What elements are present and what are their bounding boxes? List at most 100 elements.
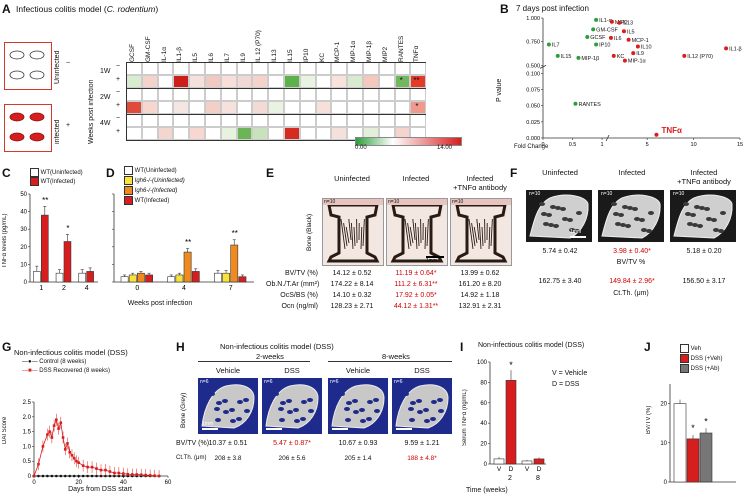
heatmap-cell: [220, 62, 237, 75]
heatmap-separator: [126, 61, 427, 63]
heatmap-column-header: MIP2: [381, 46, 389, 62]
y-tick-label: 1.000: [526, 16, 540, 22]
panel-h-bvtv-value: 5.47 ± 0.87*: [273, 440, 311, 447]
trabecula: [478, 222, 482, 250]
y-tick-label: 0: [28, 474, 32, 480]
scatter-point-label: IL12 (P70): [687, 54, 713, 60]
panel-f-column-header: Infected +TNFα antibody: [677, 168, 731, 186]
legend-swatch: [680, 344, 689, 353]
marrow-space: [430, 417, 436, 421]
control-point: [55, 474, 58, 478]
y-tick-label: 50: [20, 192, 27, 198]
panel-h-n-label: n=6: [200, 379, 209, 385]
marrow-space: [550, 205, 556, 209]
y-tick-label: 0: [484, 462, 488, 468]
dss-point: [117, 471, 121, 475]
dss-point: [139, 473, 143, 477]
scatter-point-label: IL9: [636, 51, 644, 57]
trabecula: [345, 226, 350, 244]
heatmap-cell: [173, 114, 190, 127]
microct-drawing: [601, 194, 661, 239]
marrow-space: [237, 400, 243, 404]
marrow-space: [273, 392, 279, 396]
panel-e: Uninfected Infected Infected +TNFα antibod…: [266, 166, 512, 326]
marrow-space: [543, 222, 549, 226]
dss-point: [77, 461, 80, 464]
scatter-point: [724, 46, 729, 51]
heatmap-cell: [173, 127, 190, 140]
significance-star: **: [185, 238, 191, 247]
bar: [505, 380, 517, 465]
panel-c-legend-infected-label: WT(Infected): [40, 179, 76, 186]
marrow-space: [308, 409, 314, 413]
bar: [521, 460, 533, 465]
heatmap-cell: [284, 114, 300, 127]
panel-f: Uninfected Infected Infected +TNFα antibod…: [510, 166, 747, 316]
panel-c-legend-uninfected-label: WT(Uninfected): [40, 170, 83, 177]
microct-drawing: [529, 194, 589, 239]
heatmap-cell: [236, 88, 253, 101]
y-tick-label: 10: [20, 262, 27, 268]
heatmap-cell: [220, 127, 237, 140]
heatmap-cell: [268, 88, 284, 101]
heatmap-cell: [157, 88, 174, 101]
panel-h-ctth-value: 206 ± 5.6: [278, 455, 306, 462]
marrow-space: [300, 417, 306, 421]
heatmap-column-header: IL1-β: [176, 47, 184, 62]
x-tick-label: 0: [135, 285, 139, 292]
scatter-point: [609, 19, 614, 24]
panel-e-metric-name: BV/TV (%): [284, 270, 318, 277]
marrow-space: [216, 401, 222, 405]
scatter-point-label: IL6: [614, 36, 622, 42]
panel-h-bvtv-value: 10.37 ± 0.51: [208, 440, 248, 447]
y-tick-label: 0.075: [526, 88, 540, 94]
panel-e-column-header: Uninfected: [334, 174, 370, 183]
marrow-space: [222, 399, 228, 403]
dss-point: [37, 462, 40, 466]
scatter-point: [594, 42, 599, 47]
panel-a-title-organism: C. rodentium: [106, 4, 156, 14]
heatmap-week-label: 4W: [100, 120, 111, 127]
marrow-space: [639, 218, 645, 222]
bar: [673, 403, 687, 483]
marrow-space: [243, 398, 249, 402]
marrow-space: [685, 212, 691, 216]
panel-h-bvtv-value: 9.59 ± 1.21: [404, 440, 440, 447]
panel-d-legend-label-1: Igh6-/-(Uninfected): [134, 178, 185, 185]
uninfected-mice-box: [4, 42, 52, 90]
heatmap-cell: [189, 88, 205, 101]
heatmap-week-label: 2W: [100, 94, 111, 101]
panel-g-legend-control: —●— Control (8 weeks): [22, 358, 110, 367]
legend-swatch: [124, 166, 133, 175]
scale-bar: [332, 428, 348, 430]
scatter-point-label: IL1-α: [599, 18, 612, 24]
marrow-space: [574, 229, 580, 233]
scale-bar: [570, 236, 586, 238]
scatter-point: [622, 58, 627, 63]
panel-e-metric-name: Ob.N./T.Ar (mm²): [266, 281, 320, 288]
heatmap-cell: [363, 101, 379, 114]
scale-bar-label: 1mm: [426, 258, 438, 264]
scatter-point: [591, 27, 596, 32]
panel-j-legend-label-2: DSS (+Ab): [690, 366, 720, 373]
panel-h-bvtv-value: 10.67 ± 0.93: [338, 440, 378, 447]
panel-e-metric-value: 17.92 ± 0.05*: [395, 292, 437, 299]
marrow-space: [352, 399, 358, 403]
marrow-space: [704, 207, 710, 211]
panel-e-metric-value: 14.10 ± 0.32: [332, 292, 372, 299]
marrow-space: [344, 407, 350, 411]
marrow-space: [229, 408, 235, 412]
panel-g-legend: —●— Control (8 weeks) —■— DSS Recovered …: [22, 358, 110, 376]
scatter-point: [654, 132, 659, 137]
marrow-space: [244, 409, 250, 413]
bone-shape: [395, 384, 449, 429]
panel-e-metric-name: Ocn (ng/ml): [281, 303, 318, 310]
dss-point: [41, 445, 45, 448]
heatmap-cell: [299, 75, 316, 88]
group-label: 2: [508, 475, 512, 482]
dss-point: [70, 453, 74, 457]
panel-j-legend-label-1: DSS (+Veh): [690, 356, 723, 363]
marrow-space: [408, 407, 414, 411]
panel-j-letter: J: [644, 340, 651, 354]
control-point: [86, 474, 89, 478]
